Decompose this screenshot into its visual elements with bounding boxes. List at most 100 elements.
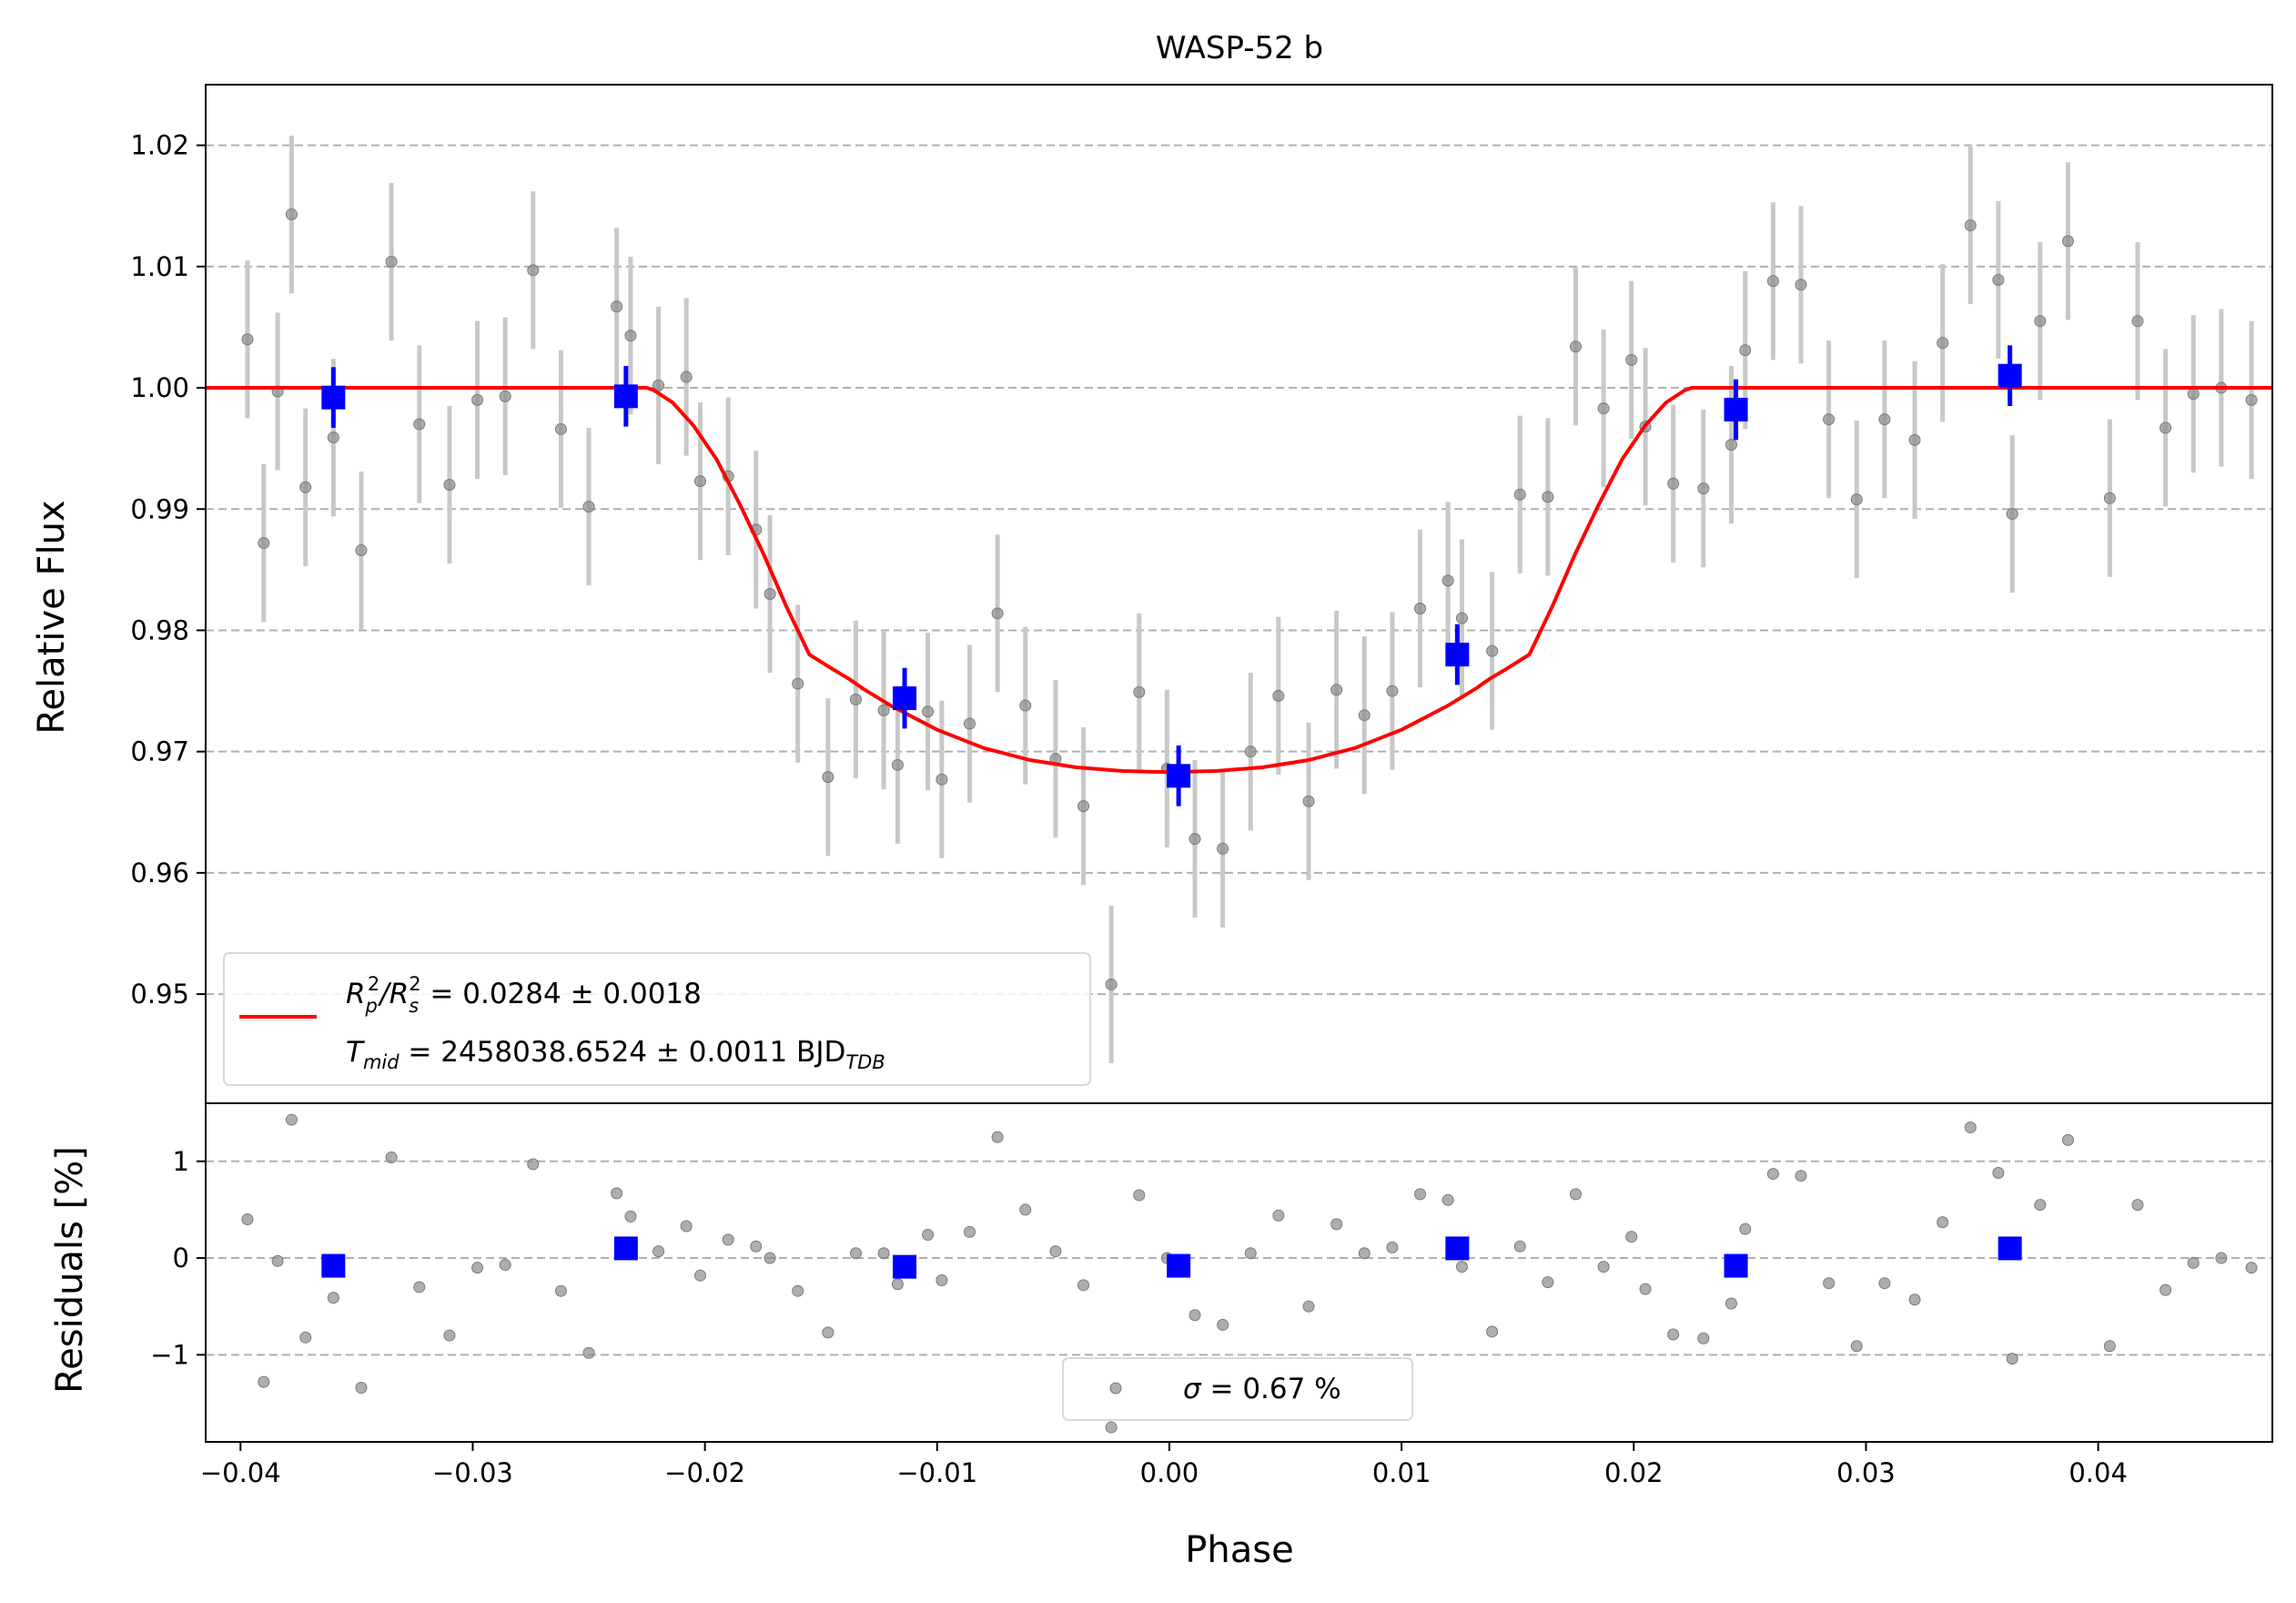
residual-data-point	[764, 1252, 776, 1264]
flux-data-point	[299, 481, 312, 493]
flux-binned-point	[1998, 363, 2022, 388]
residual-data-point	[285, 1113, 298, 1126]
residual-legend-value: = 0.67 %	[1201, 1373, 1341, 1405]
flux-data-point	[1908, 433, 1921, 446]
flux-data-point	[1358, 709, 1371, 722]
x-tick-label: 0.00	[1140, 1457, 1199, 1488]
flux-data-point	[1739, 344, 1752, 357]
flux-data-point	[1330, 684, 1343, 696]
flux-data-point	[2006, 508, 2018, 521]
flux-y-tick-label: 0.97	[130, 736, 189, 767]
residual-data-point	[1667, 1328, 1680, 1341]
residual-legend-label: σ = 0.67 %	[1183, 1373, 1341, 1405]
flux-binned-point	[613, 384, 638, 409]
flux-data-point	[1272, 689, 1285, 702]
flux-gridlines	[206, 144, 2272, 996]
residual-data-point	[1569, 1188, 1582, 1201]
flux-data-point	[582, 501, 595, 513]
flux-data-point	[891, 758, 904, 771]
x-axis-label: Phase	[1185, 1529, 1293, 1571]
flux-binned-point	[321, 385, 346, 410]
residual-data-point	[680, 1220, 693, 1233]
legend-r-sup2: 2	[409, 973, 420, 995]
residual-data-point	[750, 1240, 763, 1253]
residual-data-point	[1878, 1277, 1891, 1290]
residual-y-axis-label: Residuals [%]	[49, 1146, 91, 1394]
residual-data-point	[2131, 1199, 2144, 1212]
flux-data-point	[1766, 275, 1779, 288]
flux-binned-point	[893, 686, 917, 711]
flux-data-point	[624, 330, 637, 342]
flux-data-point	[2131, 315, 2144, 328]
flux-data-point	[443, 479, 456, 492]
flux-data-point	[1964, 219, 1977, 232]
residual-data-point	[1133, 1189, 1146, 1202]
flux-data-point	[792, 677, 804, 690]
transit-model-line	[206, 386, 2272, 775]
flux-data-point	[1542, 491, 1554, 503]
flux-legend-box	[223, 952, 1091, 1086]
flux-data-point	[652, 379, 665, 391]
flux-data-point	[680, 370, 693, 383]
flux-data-point	[2061, 235, 2074, 248]
flux-data-point	[1302, 795, 1315, 807]
flux-data-point	[1414, 602, 1427, 614]
flux-data-point	[1105, 978, 1118, 990]
residual-data-point	[792, 1284, 804, 1297]
residual-y-tick-label: 1	[173, 1146, 189, 1177]
residual-data-point	[527, 1158, 540, 1171]
residual-data-point	[443, 1329, 456, 1342]
residual-data-point	[1513, 1240, 1526, 1253]
residual-y-ticks: −1 0 1	[150, 1146, 206, 1370]
x-tick-label: 0.03	[1836, 1457, 1896, 1488]
residual-data-point	[1188, 1309, 1201, 1322]
residual-data-point	[327, 1292, 339, 1304]
residual-data-point	[1217, 1318, 1229, 1331]
residual-x-ticks: −0.04 −0.03 −0.02 −0.01 0.00 0.01 0.02 0.03 0.04	[200, 1442, 2128, 1488]
residual-data-point	[1455, 1261, 1468, 1273]
flux-y-tick-label: 0.98	[130, 614, 189, 645]
flux-data-point	[991, 607, 1004, 620]
residual-data-point	[554, 1284, 567, 1297]
chart-title: WASP-52 b	[1156, 30, 1323, 66]
flux-data-point	[694, 475, 707, 488]
x-tick-label: 0.01	[1372, 1457, 1431, 1488]
residual-data-point	[1850, 1340, 1863, 1353]
residual-data-point	[1597, 1261, 1610, 1273]
residual-data-point	[1795, 1170, 1807, 1182]
residual-data-point	[1823, 1277, 1836, 1290]
flux-data-point	[241, 333, 254, 346]
residual-legend: σ = 0.67 %	[1062, 1357, 1413, 1421]
residual-legend-marker	[1109, 1382, 1122, 1395]
flux-data-point	[355, 544, 368, 557]
residual-data-point	[413, 1281, 426, 1294]
residual-data-point	[2159, 1283, 2172, 1296]
flux-data-point	[1244, 746, 1257, 758]
x-tick-label: −0.01	[896, 1457, 977, 1488]
flux-binned-point	[1724, 398, 1748, 422]
flux-data-point	[1795, 279, 1807, 291]
legend-r-mid: /R	[377, 978, 409, 1010]
residual-data-point	[1302, 1300, 1315, 1313]
residual-data-point	[258, 1375, 270, 1388]
residual-data-point	[582, 1346, 595, 1359]
flux-data-point	[611, 300, 623, 313]
flux-data-point	[1667, 477, 1680, 490]
residual-data-point	[1542, 1276, 1554, 1289]
legend-r-sub2: s	[409, 995, 419, 1017]
flux-data-point	[1725, 439, 1737, 451]
residual-data-point	[1105, 1421, 1118, 1434]
residual-data-point	[891, 1278, 904, 1291]
residual-legend-sigma: σ	[1183, 1373, 1202, 1405]
legend-t-sub: mid	[363, 1051, 400, 1073]
legend-r-sup1: 2	[368, 973, 379, 995]
flux-y-ticks: 0.95 0.96 0.97 0.98 0.99 1.00 1.01 1.02	[130, 130, 206, 1009]
residual-data-point	[1639, 1283, 1652, 1295]
flux-data-point	[1217, 842, 1229, 855]
flux-legend: Rp2/Rs2 = 0.0284 ± 0.0018 Tmid = 2458038…	[223, 952, 1091, 1086]
flux-errorbars	[245, 135, 2254, 1064]
residual-data-point	[1937, 1216, 1949, 1229]
residual-data-point	[2215, 1252, 2228, 1264]
flux-data-point	[764, 588, 776, 600]
residual-data-point	[1049, 1245, 1062, 1258]
